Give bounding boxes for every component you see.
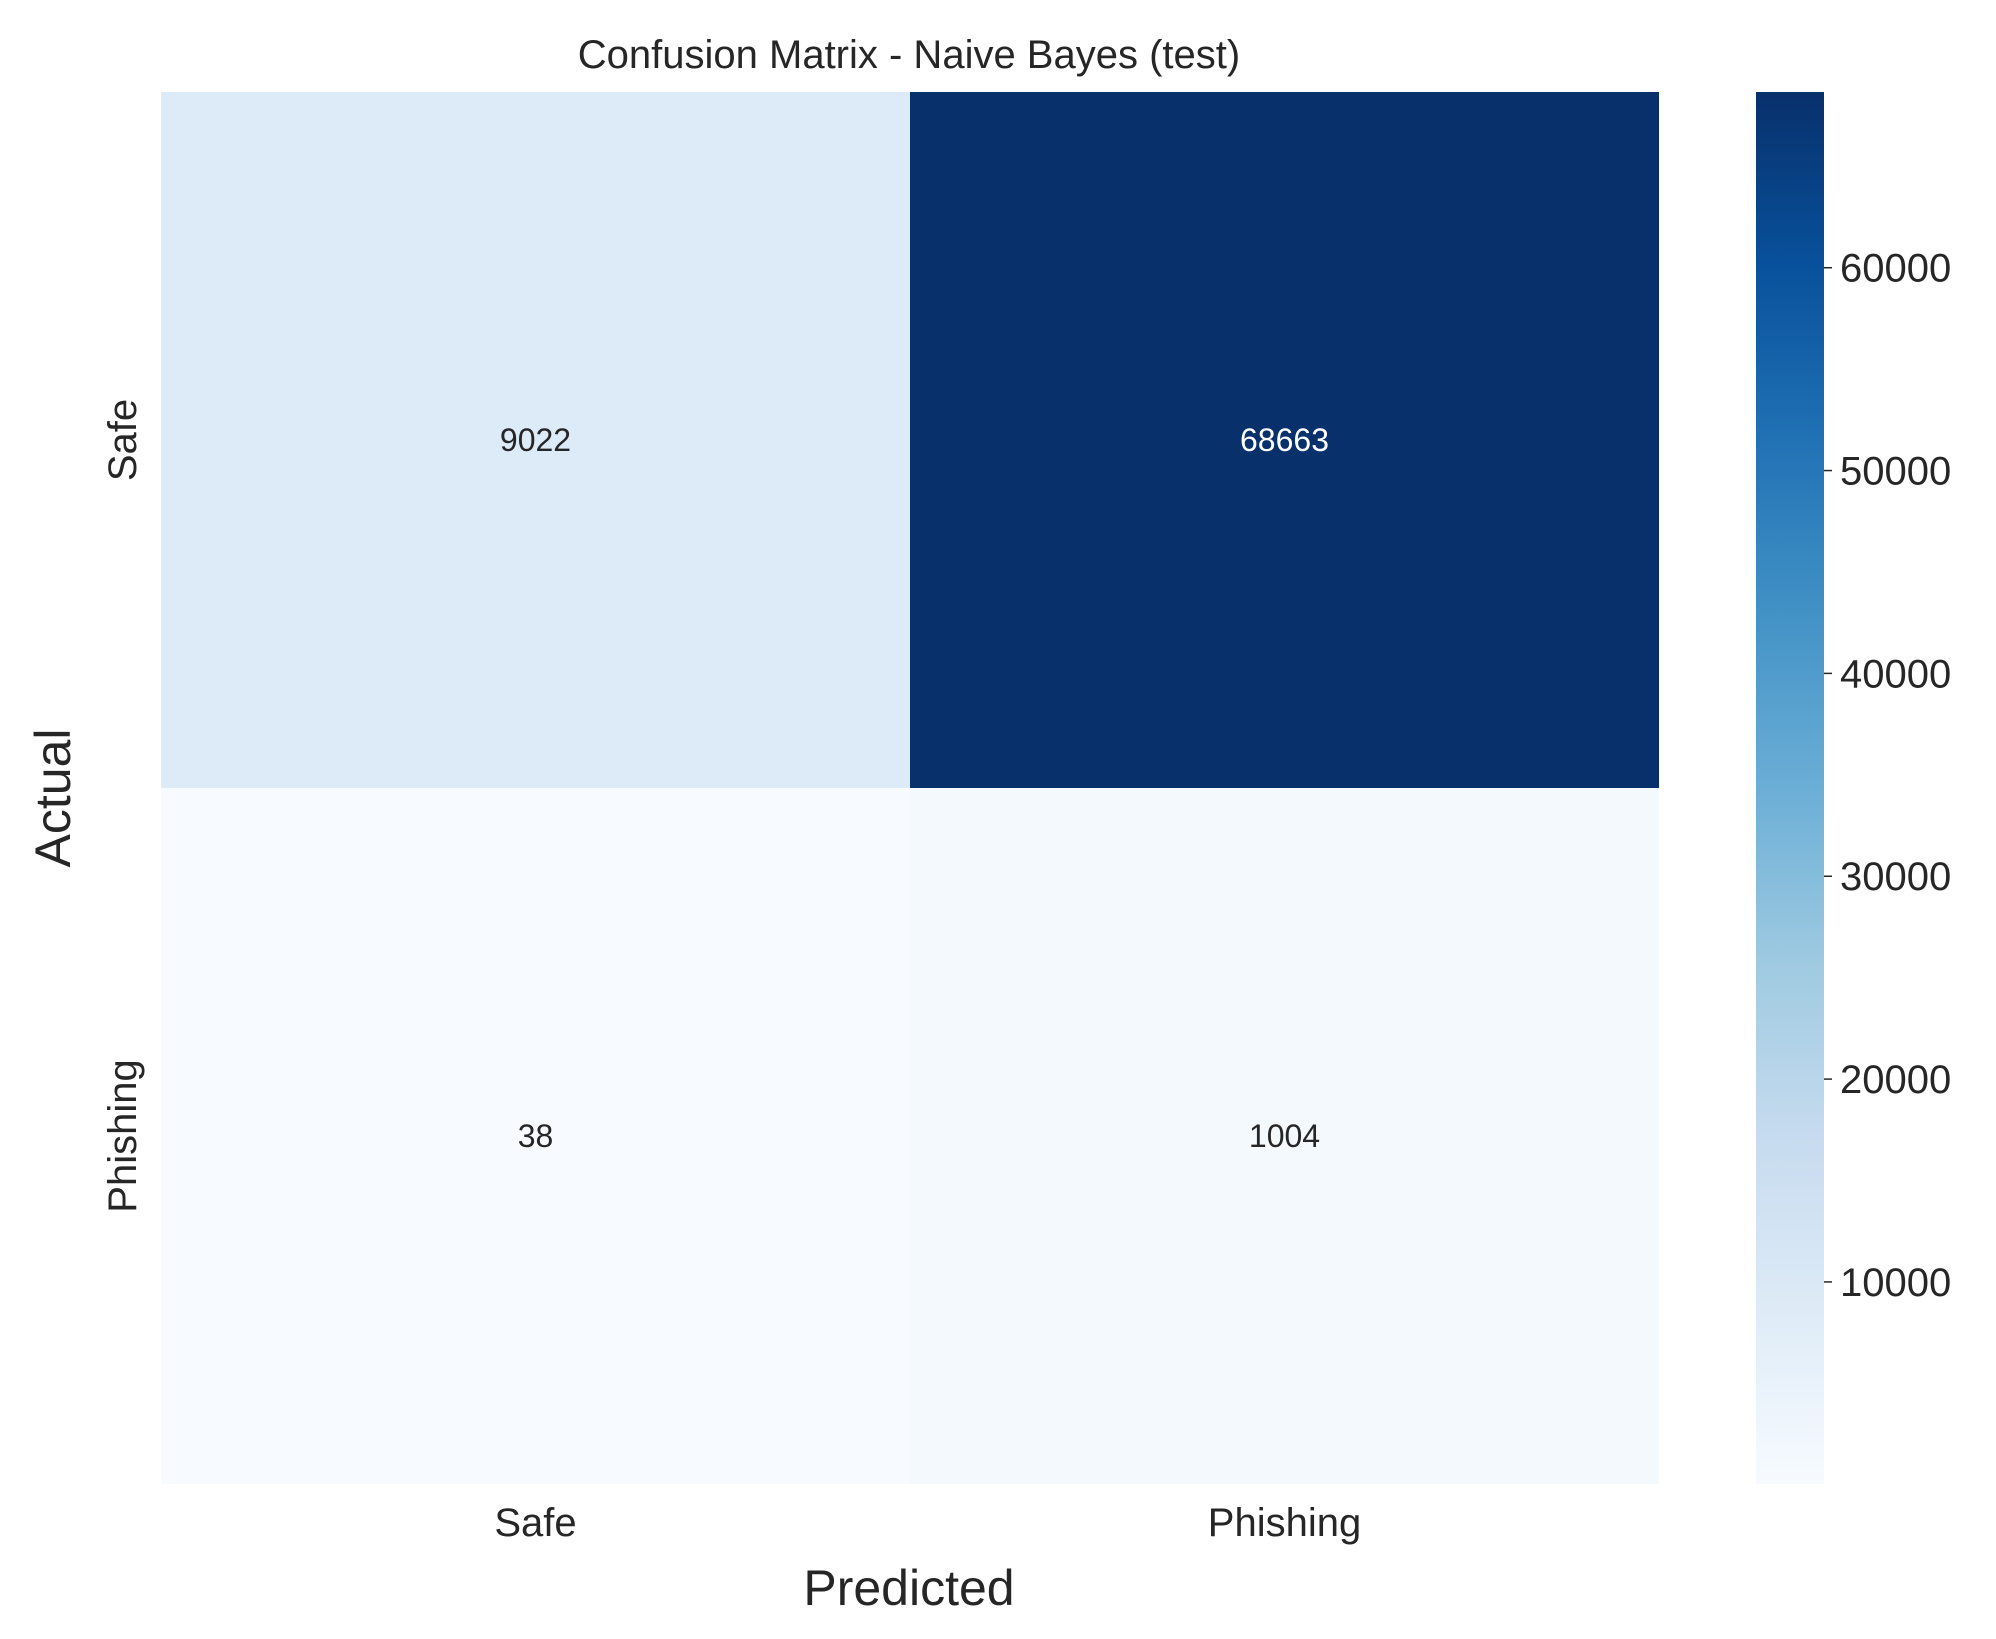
y-tick-label: Safe: [101, 399, 145, 481]
x-tick-label: Safe: [494, 1501, 576, 1545]
colorbar-tick-label: 20000: [1840, 1058, 1951, 1102]
colorbar-tick-label: 40000: [1840, 652, 1951, 696]
colorbar: [1756, 92, 1824, 1484]
cell-actual-safe-predicted-safe: [161, 92, 910, 788]
colorbar-tick-label: 30000: [1840, 855, 1951, 899]
cell-value-label: 1004: [1249, 1118, 1320, 1154]
y-axis-label: Actual: [25, 729, 81, 868]
colorbar-tick-labels: 10000 20000 30000 40000 50000 60000: [1824, 247, 1951, 1305]
cell-actual-phishing-predicted-phishing: [910, 788, 1659, 1484]
cell-actual-safe-predicted-phishing: [910, 92, 1659, 788]
y-tick-labels: Safe Phishing: [101, 399, 145, 1213]
cell-value-label: 38: [518, 1118, 554, 1154]
x-tick-label: Phishing: [1208, 1501, 1361, 1545]
x-tick-labels: Safe Phishing: [494, 1501, 1361, 1545]
chart-title: Confusion Matrix - Naive Bayes (test): [578, 33, 1240, 77]
colorbar-tick-label: 60000: [1840, 247, 1951, 291]
colorbar-tick-label: 50000: [1840, 450, 1951, 494]
heatmap-grid: 9022 68663 38 1004: [161, 92, 1659, 1484]
cell-value-label: 68663: [1240, 422, 1329, 458]
cell-value-label: 9022: [500, 422, 571, 458]
x-axis-label: Predicted: [803, 1560, 1014, 1616]
y-tick-label: Phishing: [101, 1059, 145, 1212]
colorbar-tick-label: 10000: [1840, 1261, 1951, 1305]
cell-actual-phishing-predicted-safe: [161, 788, 910, 1484]
